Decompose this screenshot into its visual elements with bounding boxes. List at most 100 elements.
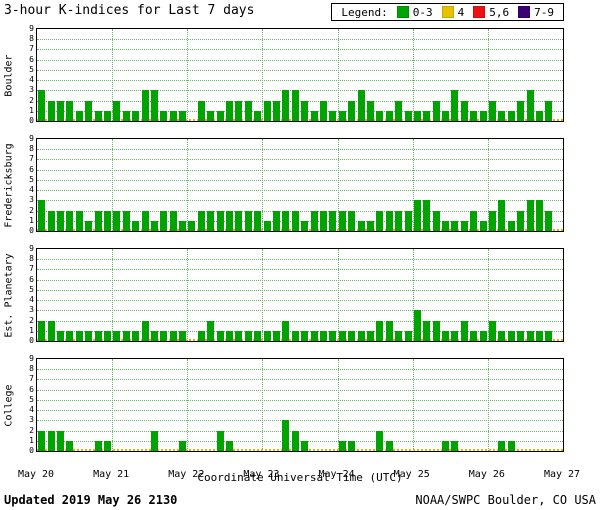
k-index-bar xyxy=(150,90,158,121)
k-index-bar xyxy=(207,110,215,121)
x-tick-label: May 25 xyxy=(393,469,430,480)
x-tick-label: May 20 xyxy=(17,469,55,480)
k-index-bar xyxy=(169,330,177,341)
k-index-bar xyxy=(507,110,515,121)
k-index-bar xyxy=(169,110,177,121)
k-index-bar xyxy=(226,330,234,341)
k-index-bar xyxy=(385,440,393,451)
k-index-bar xyxy=(94,110,102,121)
k-index-bar xyxy=(75,210,83,231)
k-index-bar xyxy=(460,320,468,341)
k-index-bar xyxy=(263,100,271,121)
y-tick-label: 6 xyxy=(29,164,34,174)
y-tick-label: 2 xyxy=(29,315,34,325)
vertical-gridline xyxy=(187,359,189,451)
k-index-bar xyxy=(319,210,327,231)
k-index-bar xyxy=(329,110,337,121)
k-index-bar xyxy=(75,330,83,341)
legend-item-green: 0-3 xyxy=(396,6,433,19)
y-tick-label: 7 xyxy=(29,374,34,384)
x-tick-label: May 27 xyxy=(543,469,581,480)
station-label: Fredericksburg xyxy=(2,139,16,231)
legend-item-yellow: 4 xyxy=(441,5,465,19)
k-index-bar xyxy=(536,330,544,341)
k-index-bar xyxy=(442,440,450,451)
k-index-bar xyxy=(85,330,93,341)
vertical-gridline xyxy=(187,29,189,121)
k-index-bar xyxy=(385,110,393,121)
yellow-swatch-icon xyxy=(441,6,454,18)
y-tick-label: 3 xyxy=(29,195,34,205)
k-index-bar xyxy=(489,100,497,121)
x-tick-label: May 23 xyxy=(243,469,280,480)
y-tick-label: 0 xyxy=(29,226,34,235)
k-index-bar xyxy=(526,90,534,121)
chart-panel-fredericksburg: Fredericksburg 0 1 2 3 4 5 6 7 8 9 xyxy=(4,135,564,235)
k-index-bar xyxy=(366,220,374,231)
k-index-bar xyxy=(451,330,459,341)
k-index-bar xyxy=(442,110,450,121)
k-index-bar xyxy=(301,330,309,341)
k-index-bar xyxy=(38,430,46,451)
k-index-bar xyxy=(66,100,74,121)
x-tick-label: May 26 xyxy=(468,469,505,480)
k-index-bar xyxy=(451,220,459,231)
k-index-bar xyxy=(348,100,356,121)
k-index-bar xyxy=(338,210,346,231)
purple-swatch-icon xyxy=(518,6,531,18)
horizontal-gridline xyxy=(37,59,563,61)
k-index-bar xyxy=(282,420,290,451)
k-index-bar xyxy=(235,330,243,341)
k-index-bar xyxy=(273,100,281,121)
zero-baseline xyxy=(37,119,563,121)
k-index-bar xyxy=(38,90,46,121)
y-tick-label: 7 xyxy=(29,154,34,164)
horizontal-gridline xyxy=(37,420,563,422)
k-index-bar xyxy=(122,210,130,231)
k-index-bar xyxy=(282,210,290,231)
k-index-bar xyxy=(197,330,205,341)
vertical-gridline xyxy=(187,249,189,341)
k-index-bar xyxy=(442,220,450,231)
horizontal-gridline xyxy=(37,39,563,41)
chart-panel-college: College 0 1 2 3 4 5 6 7 8 9 xyxy=(4,355,564,455)
k-index-bar xyxy=(498,330,506,341)
chart-panel-est-planetary: Est. Planetary 0 1 2 3 4 5 6 7 8 9 xyxy=(4,245,564,345)
vertical-gridline xyxy=(487,359,489,451)
k-index-bar xyxy=(94,330,102,341)
k-index-bar xyxy=(103,330,111,341)
k-index-bar xyxy=(75,110,83,121)
k-index-bar xyxy=(404,330,412,341)
k-index-bar xyxy=(517,100,525,121)
k-index-bar xyxy=(291,210,299,231)
k-index-bar xyxy=(244,330,252,341)
station-label-text: Fredericksburg xyxy=(3,142,15,228)
k-index-bar xyxy=(376,210,384,231)
k-index-bar xyxy=(507,330,515,341)
k-index-bar xyxy=(479,220,487,231)
k-index-bar xyxy=(310,110,318,121)
k-index-bar xyxy=(235,100,243,121)
vertical-gridline xyxy=(112,139,114,231)
station-label-text: Est. Planetary xyxy=(3,252,15,338)
k-index-bar xyxy=(498,110,506,121)
k-index-bar xyxy=(489,210,497,231)
k-index-bar xyxy=(122,110,130,121)
vertical-gridline xyxy=(187,139,189,231)
k-index-bar xyxy=(197,100,205,121)
k-index-bar xyxy=(216,330,224,341)
horizontal-gridline xyxy=(37,149,563,151)
k-index-bar xyxy=(413,310,421,341)
horizontal-gridline xyxy=(37,279,563,281)
k-index-bar xyxy=(413,110,421,121)
station-label: College xyxy=(2,359,16,451)
k-index-bar xyxy=(216,430,224,451)
horizontal-gridline xyxy=(37,169,563,171)
vertical-gridline xyxy=(112,359,114,451)
y-tick-label: 2 xyxy=(29,205,34,215)
legend-item-label: 4 xyxy=(457,5,465,19)
k-index-bar xyxy=(526,330,534,341)
k-index-bar xyxy=(385,320,393,341)
k-index-bar xyxy=(254,210,262,231)
